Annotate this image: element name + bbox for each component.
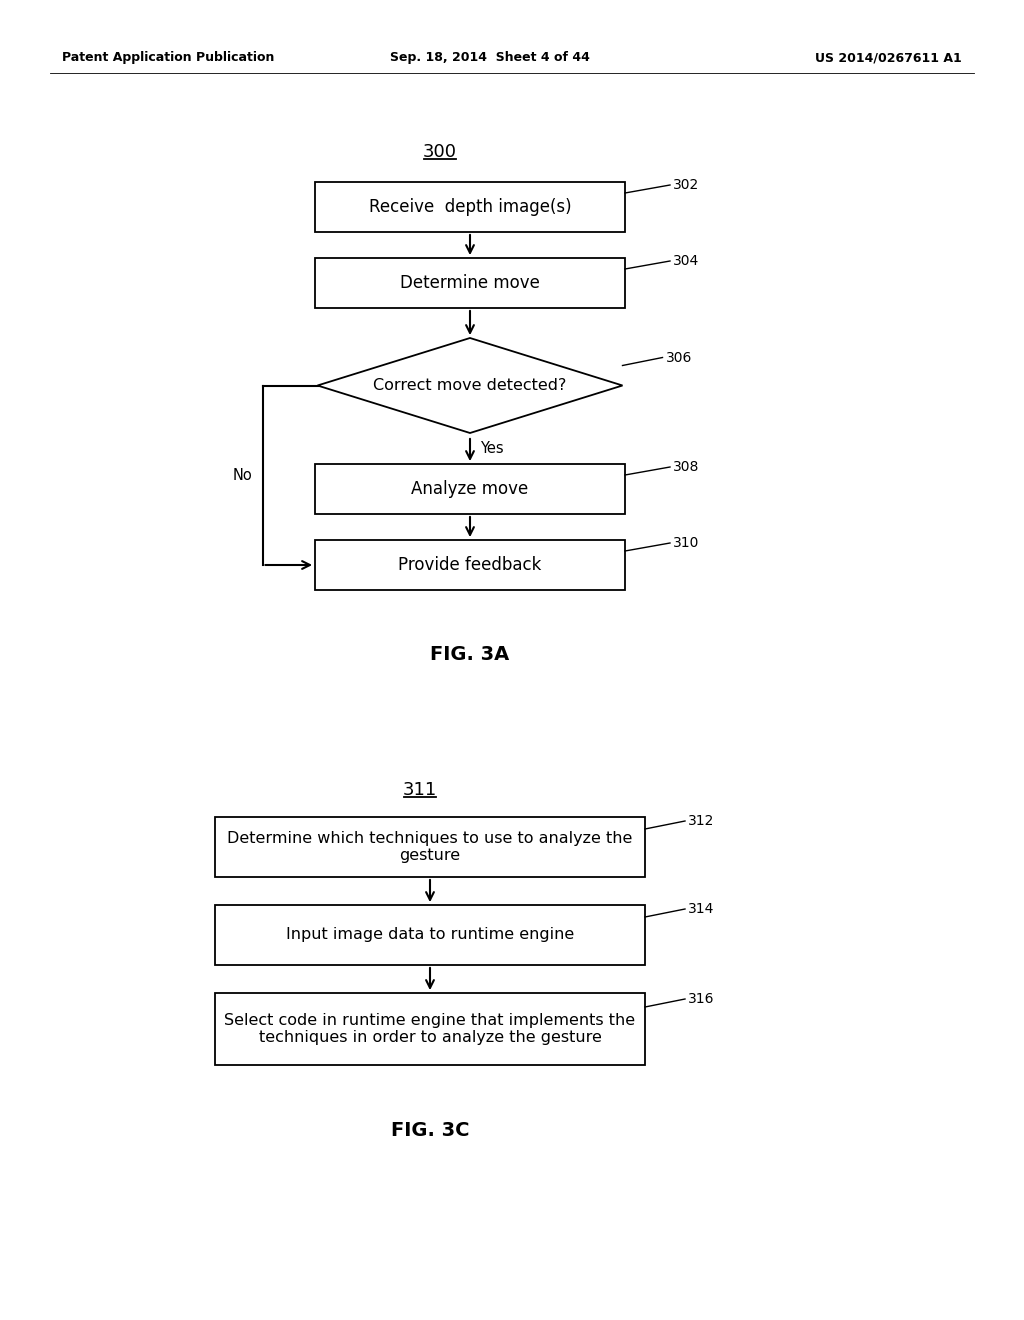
Text: Sep. 18, 2014  Sheet 4 of 44: Sep. 18, 2014 Sheet 4 of 44 <box>390 51 590 65</box>
Bar <box>215 817 645 876</box>
Bar <box>215 906 645 965</box>
Text: 306: 306 <box>666 351 692 364</box>
Bar <box>315 182 625 232</box>
Text: 316: 316 <box>688 993 715 1006</box>
Text: 312: 312 <box>688 814 715 828</box>
Text: Correct move detected?: Correct move detected? <box>374 378 566 393</box>
Text: 311: 311 <box>402 781 437 799</box>
Text: 314: 314 <box>688 902 715 916</box>
Text: Determine move: Determine move <box>400 275 540 292</box>
Text: Patent Application Publication: Patent Application Publication <box>62 51 274 65</box>
Text: Provide feedback: Provide feedback <box>398 556 542 574</box>
Text: Input image data to runtime engine: Input image data to runtime engine <box>286 928 574 942</box>
Text: No: No <box>232 467 252 483</box>
Text: Receive  depth image(s): Receive depth image(s) <box>369 198 571 216</box>
Polygon shape <box>317 338 623 433</box>
Text: 300: 300 <box>423 143 457 161</box>
Text: Analyze move: Analyze move <box>412 480 528 498</box>
Text: 304: 304 <box>673 253 699 268</box>
Text: Yes: Yes <box>480 441 504 455</box>
Text: 308: 308 <box>673 459 699 474</box>
Text: FIG. 3C: FIG. 3C <box>391 1121 469 1139</box>
Text: FIG. 3A: FIG. 3A <box>430 645 510 664</box>
Bar <box>215 993 645 1065</box>
Text: Select code in runtime engine that implements the
techniques in order to analyze: Select code in runtime engine that imple… <box>224 1012 636 1045</box>
Bar <box>315 465 625 513</box>
Text: Determine which techniques to use to analyze the
gesture: Determine which techniques to use to ana… <box>227 830 633 863</box>
Text: 310: 310 <box>673 536 699 550</box>
Text: 302: 302 <box>673 178 699 191</box>
Bar <box>315 257 625 308</box>
Text: US 2014/0267611 A1: US 2014/0267611 A1 <box>815 51 962 65</box>
Bar <box>315 540 625 590</box>
